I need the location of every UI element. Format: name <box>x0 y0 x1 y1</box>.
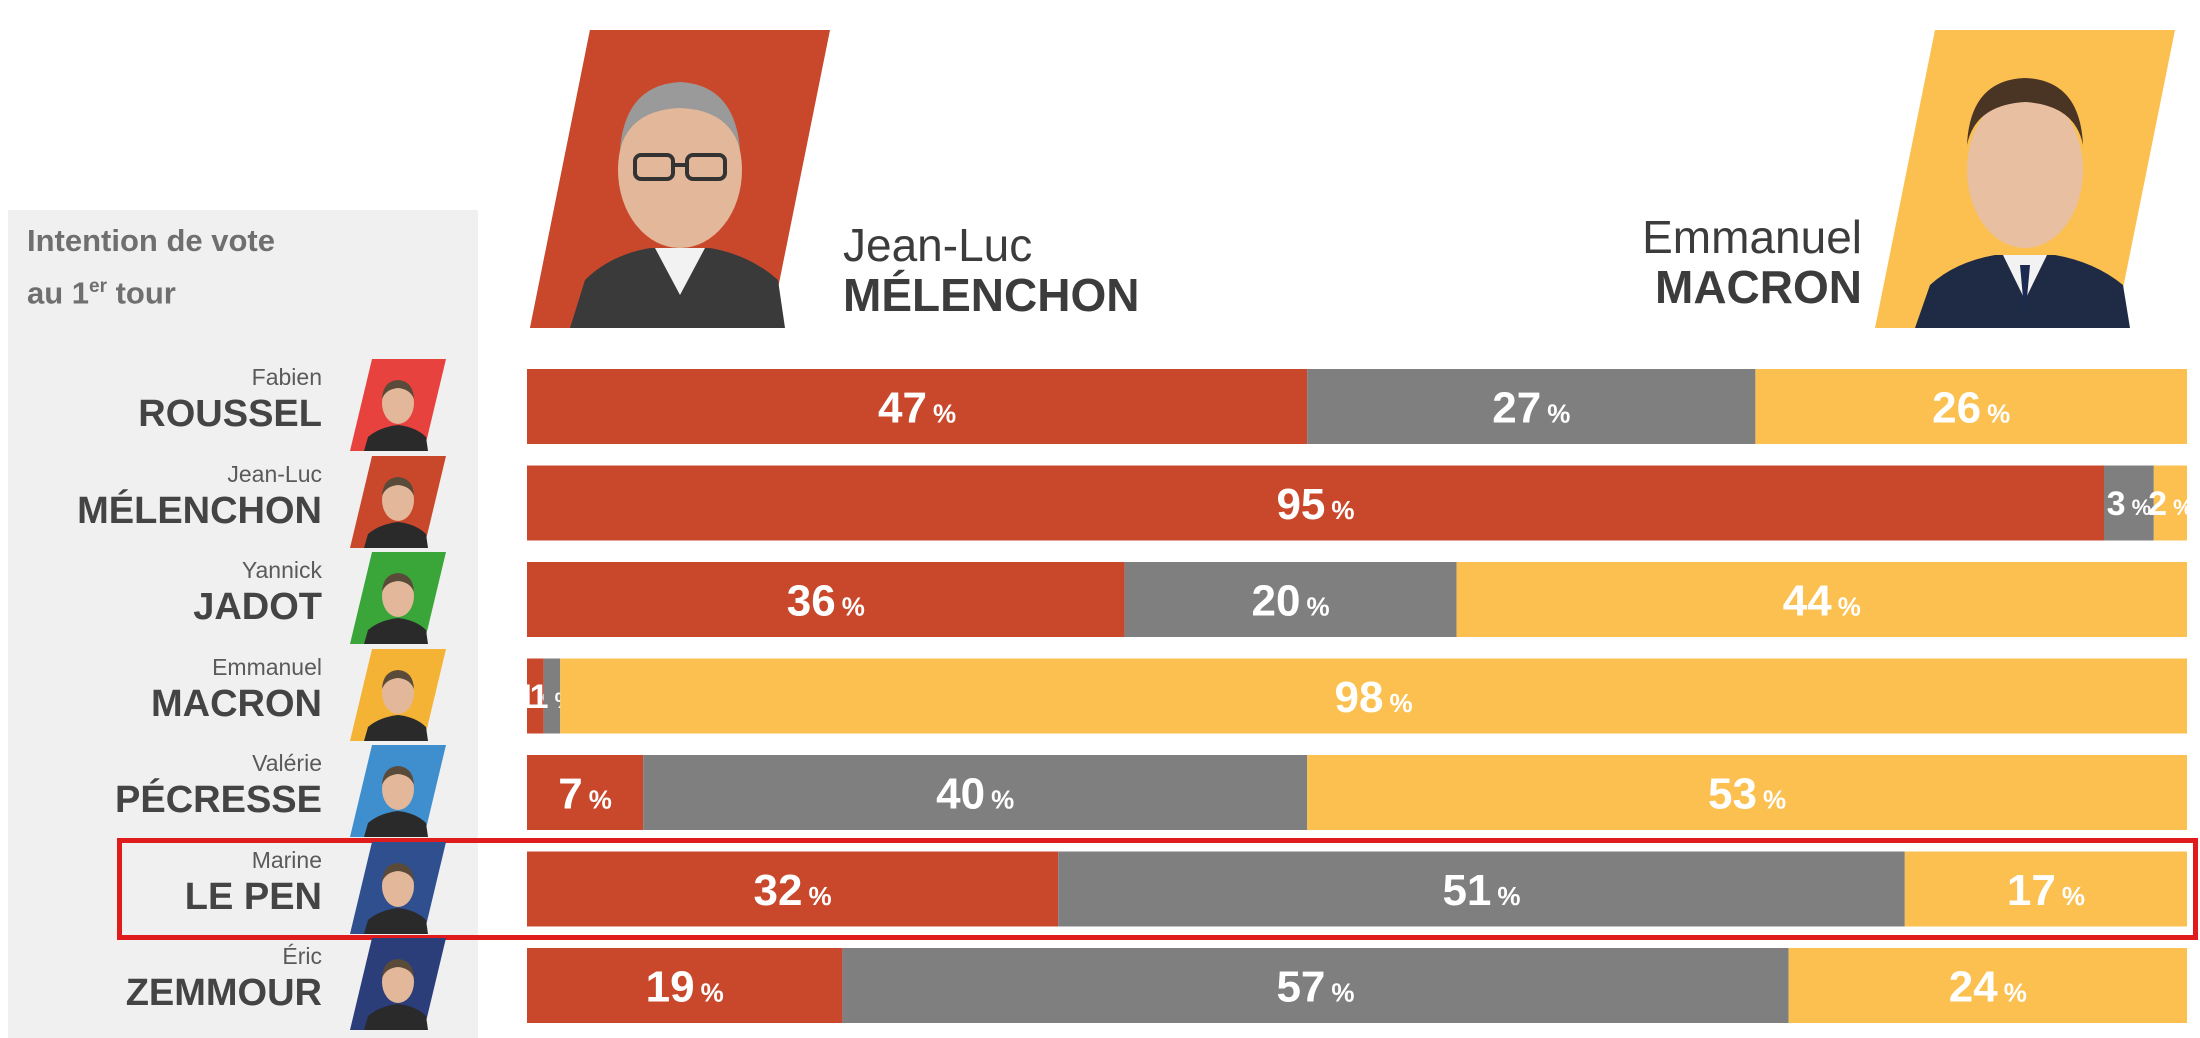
data-label-le-pen-s2: 17% <box>2007 866 2085 915</box>
row-last-name: ZEMMOUR <box>125 972 322 1014</box>
row-label-le-pen: Marine LE PEN <box>20 846 322 920</box>
macron-portrait-icon <box>1875 30 2175 328</box>
bar-segment-melenchon-s1 <box>2104 465 2154 541</box>
data-label-pecresse-s0: 7% <box>558 769 612 818</box>
header-right-last-name: MACRON <box>1655 261 1862 313</box>
bar-segment-jadot-s1 <box>1124 562 1457 637</box>
bar-segment-melenchon-s2 <box>2153 465 2187 541</box>
bar-segment-pecresse-s0 <box>527 755 644 830</box>
bar-segment-macron-s0 <box>527 658 544 734</box>
row-label-melenchon: Jean-Luc MÉLENCHON <box>20 460 322 534</box>
header-left-first-name: Jean-Luc <box>843 219 1033 271</box>
row-last-name: MÉLENCHON <box>77 489 322 532</box>
row-label-macron: Emmanuel MACRON <box>20 653 322 727</box>
bar-segment-zemmour-s1 <box>842 948 1789 1023</box>
bar-segment-macron-s1 <box>543 658 561 734</box>
data-label-melenchon-s0: 95% <box>1276 480 1354 529</box>
row-first-name: Éric <box>282 943 322 969</box>
portrait-icon <box>350 841 446 934</box>
bar-segment-macron-s2 <box>560 658 2188 734</box>
portrait-icon <box>350 455 446 548</box>
data-label-zemmour-s1: 57% <box>1276 962 1354 1011</box>
bar-segment-jadot-s2 <box>1456 562 2187 637</box>
data-label-le-pen-s0: 32% <box>754 866 832 915</box>
row-first-name: Emmanuel <box>212 653 322 680</box>
bar-segment-pecresse-s2 <box>1307 755 2187 830</box>
row-last-name: PÉCRESSE <box>115 779 322 821</box>
portrait-icon <box>350 648 446 741</box>
data-label-jadot-s2: 44% <box>1783 576 1861 625</box>
portrait-icon <box>350 938 446 1030</box>
row-first-name: Yannick <box>241 557 322 583</box>
row-last-name: ROUSSEL <box>138 393 322 435</box>
data-label-roussel-s0: 47% <box>878 383 956 432</box>
bar-segment-roussel-s0 <box>527 369 1308 444</box>
panel-title-line2-suffix: tour <box>107 275 176 311</box>
bar-segment-le-pen-s0 <box>527 851 1059 927</box>
portrait-icon <box>350 359 446 451</box>
bar-segment-le-pen-s1 <box>1058 851 1905 927</box>
row-label-pecresse: Valérie PÉCRESSE <box>20 749 322 823</box>
panel-title-sup: er <box>89 276 107 297</box>
panel-title: Intention de vote au 1er tour <box>27 218 447 316</box>
row-first-name: Jean-Luc <box>227 460 322 487</box>
data-label-jadot-s0: 36% <box>787 576 865 625</box>
bar-segment-pecresse-s1 <box>643 755 1308 830</box>
data-label-jadot-s1: 20% <box>1252 576 1330 625</box>
bar-segment-zemmour-s0 <box>527 948 843 1023</box>
row-last-name: MACRON <box>151 682 322 725</box>
data-label-le-pen-s1: 51% <box>1442 866 1520 915</box>
header-left-candidate: Jean-Luc MÉLENCHON <box>843 220 1139 320</box>
row-first-name: Fabien <box>251 364 322 390</box>
data-label-zemmour-s0: 19% <box>646 962 724 1011</box>
row-first-name: Marine <box>251 846 322 873</box>
bar-segment-melenchon-s0 <box>527 465 2104 541</box>
portrait-icon <box>350 552 446 644</box>
row-first-name: Valérie <box>252 750 322 776</box>
row-last-name: LE PEN <box>184 875 322 918</box>
bar-segment-le-pen-s2 <box>1904 851 2187 927</box>
data-label-roussel-s2: 26% <box>1932 383 2010 432</box>
row-last-name: JADOT <box>193 586 322 628</box>
bar-segment-roussel-s1 <box>1307 369 1756 444</box>
data-label-pecresse-s1: 40% <box>936 769 1014 818</box>
data-label-melenchon-s1: 3% <box>2107 485 2151 523</box>
data-label-roussel-s1: 27% <box>1492 383 1570 432</box>
bar-segment-zemmour-s2 <box>1788 948 2187 1023</box>
panel-title-line1: Intention de vote <box>27 223 275 258</box>
data-label-macron-s2: 98% <box>1335 673 1413 722</box>
portrait-icon <box>350 745 446 837</box>
bar-segment-roussel-s2 <box>1755 369 2187 444</box>
bar-segment-jadot-s0 <box>527 562 1125 637</box>
melenchon-portrait-icon <box>530 30 830 328</box>
row-label-jadot: Yannick JADOT <box>20 556 322 630</box>
header-right-candidate: Emmanuel MACRON <box>1642 212 1862 312</box>
data-label-pecresse-s2: 53% <box>1708 769 1786 818</box>
row-label-zemmour: Éric ZEMMOUR <box>20 942 322 1016</box>
row-label-roussel: Fabien ROUSSEL <box>20 363 322 437</box>
header-right-first-name: Emmanuel <box>1642 211 1862 263</box>
panel-title-line2-prefix: au 1 <box>27 275 90 311</box>
le-pen-highlight-box <box>117 838 2198 940</box>
data-label-melenchon-s2: 2% <box>2148 485 2192 523</box>
data-label-zemmour-s2: 24% <box>1949 962 2027 1011</box>
header-left-last-name: MÉLENCHON <box>843 269 1140 321</box>
